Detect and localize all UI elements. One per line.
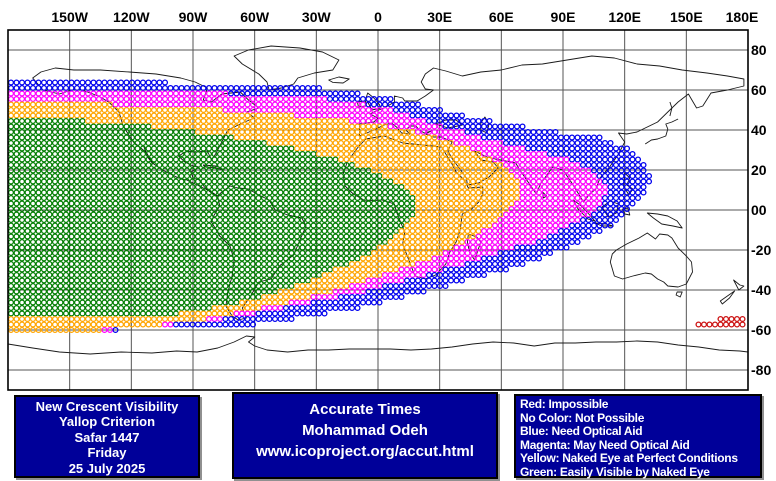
lat-tick-label: -20 bbox=[751, 242, 771, 258]
website-url: www.icoproject.org/accut.html bbox=[256, 443, 474, 460]
lon-tick-label: 120E bbox=[608, 9, 641, 25]
legend-magenta: Magenta: May Need Optical Aid bbox=[520, 437, 690, 452]
lat-tick-label: -40 bbox=[751, 282, 771, 298]
info-panel: New Crescent Visibility Yallop Criterion… bbox=[14, 395, 200, 478]
legend-panel: Red: Impossible No Color: Not Possible B… bbox=[514, 394, 762, 478]
map-title: New Crescent Visibility bbox=[35, 399, 179, 414]
lon-tick-label: 30W bbox=[302, 9, 332, 25]
lon-tick-label: 30E bbox=[427, 9, 452, 25]
lat-tick-label: -60 bbox=[751, 322, 771, 338]
lon-tick-label: 90W bbox=[179, 9, 209, 25]
map-frame bbox=[7, 29, 749, 391]
legend-yellow: Yellow: Naked Eye at Perfect Conditions bbox=[520, 451, 738, 465]
lat-tick-label: 40 bbox=[751, 122, 767, 138]
lat-tick-label: 20 bbox=[751, 162, 767, 178]
visibility-zone-dots bbox=[7, 79, 746, 334]
lon-tick-label: 150W bbox=[51, 9, 88, 25]
credit-panel: Accurate Times Mohammad Odeh www.icoproj… bbox=[232, 392, 498, 479]
lon-tick-label: 90E bbox=[551, 9, 576, 25]
lon-tick-label: 0 bbox=[374, 9, 382, 25]
legend-red: Red: Impossible bbox=[520, 397, 609, 411]
axis-labels: 150W 120W 90W 60W 30W 0 30E 60E 90E 120E 150E 180E 8… bbox=[51, 9, 771, 378]
legend-blue: Blue: Need Optical Aid bbox=[520, 424, 643, 438]
lon-tick-label: 150E bbox=[670, 9, 703, 25]
legend-nocolor: No Color: Not Possible bbox=[520, 410, 645, 425]
author-name: Mohammad Odeh bbox=[302, 422, 428, 439]
legend-green: Green: Easily Visible by Naked Eye bbox=[520, 464, 710, 479]
date-label: 25 July 2025 bbox=[68, 460, 146, 476]
weekday-label: Friday bbox=[87, 445, 127, 461]
app-name: Accurate Times bbox=[309, 401, 421, 418]
criterion-label: Yallop Criterion bbox=[58, 414, 156, 430]
lat-tick-label: 00 bbox=[751, 202, 767, 218]
lon-tick-label: 60W bbox=[240, 9, 270, 25]
lon-tick-label: 60E bbox=[489, 9, 514, 25]
lat-tick-label: 60 bbox=[751, 82, 767, 98]
hijri-month-label: Safar 1447 bbox=[74, 429, 140, 445]
lon-tick-label: 120W bbox=[113, 9, 150, 25]
lat-tick-label: 80 bbox=[751, 42, 767, 58]
lon-tick-label: 180E bbox=[726, 9, 759, 25]
lat-tick-label: -80 bbox=[751, 362, 771, 378]
